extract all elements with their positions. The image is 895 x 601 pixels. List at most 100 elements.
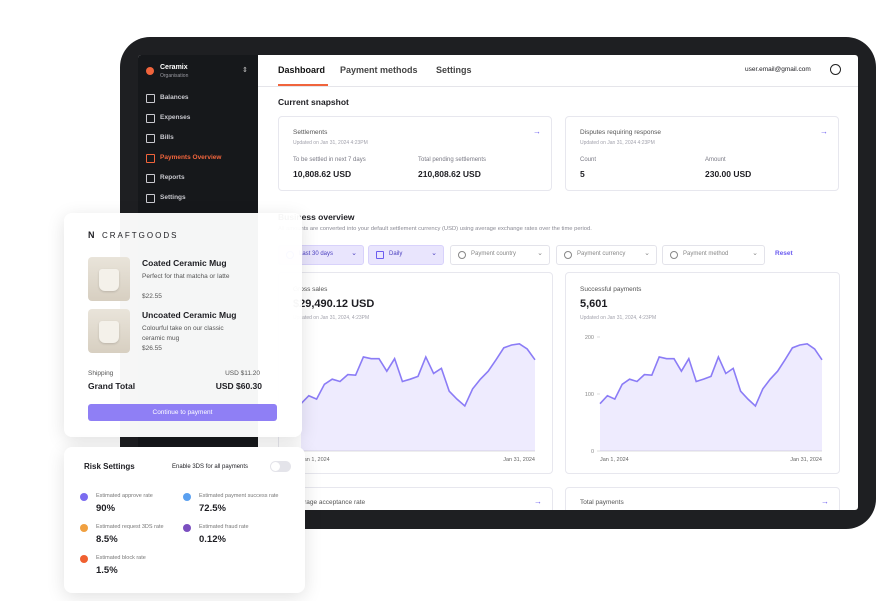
tab[interactable]: Settings xyxy=(436,65,472,75)
chart: Jan 1, 2024 Jan 31, 2024 xyxy=(300,343,536,463)
product-image xyxy=(88,257,130,301)
card-arrow[interactable]: → xyxy=(534,497,542,506)
product-name: Coated Ceramic Mug xyxy=(142,258,227,268)
brand-logo: N xyxy=(88,230,95,240)
card-updated: Updated on Jan 31, 2024 4:23PM xyxy=(293,140,368,146)
metric-label: Estimated block rate xyxy=(96,555,146,561)
card-arrow[interactable]: → xyxy=(821,497,829,506)
area xyxy=(301,343,535,451)
product-price: $26.55 xyxy=(142,345,162,352)
mug xyxy=(99,269,119,291)
filter-icon xyxy=(670,251,678,259)
filter-icon xyxy=(564,251,572,259)
reset[interactable]: Reset xyxy=(775,250,793,257)
chart: 0 100 200 Jan 1, 2024 Jan 31, 2024 xyxy=(585,335,823,463)
filter[interactable]: Payment currency ⌄ xyxy=(556,245,657,265)
nav-icon[interactable] xyxy=(146,134,155,143)
avatar[interactable] xyxy=(830,64,841,75)
mug xyxy=(99,321,119,343)
field-label: To be settled in next 7 days xyxy=(293,157,366,163)
pay-button[interactable]: Continue to payment xyxy=(88,404,277,421)
metric-icon xyxy=(80,555,88,563)
org-dot xyxy=(146,67,154,75)
card-title: Settlements xyxy=(293,129,328,136)
field-value: 230.00 USD xyxy=(705,169,752,179)
card-title: Disputes requiring response xyxy=(580,129,661,136)
tab-bar-line xyxy=(258,86,858,87)
bottom-card-title: Total payments xyxy=(580,499,624,506)
chart-headline: $29,490.12 USD xyxy=(293,298,375,310)
filter-label: Payment country xyxy=(471,251,517,257)
filter-label: Payment currency xyxy=(577,251,626,257)
filter-caret: ⌄ xyxy=(752,250,758,257)
toggle[interactable] xyxy=(270,461,291,472)
chart-title: Successful payments xyxy=(580,286,642,293)
org-name: Ceramix xyxy=(160,64,188,71)
overview-description: All amounts are converted into your defa… xyxy=(278,226,592,232)
nav-icon[interactable] xyxy=(146,194,155,203)
nav-item[interactable]: Bills xyxy=(160,134,174,141)
chart-card: Gross sales $29,490.12 USD Updated on Jan … xyxy=(278,272,553,474)
field-label: Total pending settlements xyxy=(418,157,487,163)
snapshot-card: Disputes requiring response Updated on Ja… xyxy=(565,116,839,191)
shipping-label: Shipping xyxy=(88,370,114,377)
nav-icon[interactable] xyxy=(146,114,155,123)
filter-caret: ⌄ xyxy=(537,250,543,257)
overview-title: Business overview xyxy=(278,212,355,222)
org-switch[interactable]: ⇕ xyxy=(242,67,248,74)
total-label: Grand Total xyxy=(88,381,136,391)
risk-card: Risk Settings Enable 3DS for all payment… xyxy=(64,447,305,593)
risk-title: Risk Settings xyxy=(84,462,135,471)
metric-value: 8.5% xyxy=(96,534,118,545)
snapshot-card: Settlements Updated on Jan 31, 2024 4:23P… xyxy=(278,116,552,191)
nav-item[interactable]: Reports xyxy=(160,174,185,181)
nav-icon[interactable] xyxy=(146,174,155,183)
filter[interactable]: Daily ⌄ xyxy=(368,245,444,265)
nav-icon[interactable] xyxy=(146,154,155,163)
tab[interactable]: Payment methods xyxy=(340,65,418,75)
filter[interactable]: Payment method ⌄ xyxy=(662,245,765,265)
field-value: 5 xyxy=(580,169,585,179)
cart-card: N CRAFTGOODS Shipping USD $11.20 Grand T… xyxy=(64,213,302,437)
product-name: Uncoated Ceramic Mug xyxy=(142,310,237,320)
filter-icon xyxy=(376,251,384,259)
total-value: USD $60.30 xyxy=(215,381,262,391)
product-description: Perfect for that matcha or latte xyxy=(142,273,230,280)
filter-label: Payment method xyxy=(683,251,729,257)
bottom-card: Total payments → xyxy=(565,487,840,510)
nav-item[interactable]: Balances xyxy=(160,94,189,101)
metric-value: 1.5% xyxy=(96,565,118,576)
field-value: 10,808.62 USD xyxy=(293,169,352,179)
metric-label: Estimated request 3DS rate xyxy=(96,524,164,530)
metric-icon xyxy=(80,524,88,532)
line xyxy=(599,343,823,408)
x-tick-label: Jan 1, 2024 xyxy=(301,457,330,463)
filter-caret: ⌄ xyxy=(431,250,437,257)
y-tick-label: 100 xyxy=(585,392,594,398)
product-image xyxy=(88,309,130,353)
nav-item[interactable]: Settings xyxy=(160,194,186,201)
filter-caret: ⌄ xyxy=(351,250,357,257)
metric-value: 90% xyxy=(96,503,116,514)
y-tick-label: 200 xyxy=(585,335,594,341)
org-sub: Organisation xyxy=(160,73,189,79)
nav-item[interactable]: Payments Overview xyxy=(160,154,222,161)
tab[interactable]: Dashboard xyxy=(278,65,326,75)
nav-icon[interactable] xyxy=(146,94,155,103)
filter-label: Daily xyxy=(389,251,403,257)
filter[interactable]: Payment country ⌄ xyxy=(450,245,550,265)
nav-item[interactable]: Expenses xyxy=(160,114,191,121)
toggle-label: Enable 3DS for all payments xyxy=(172,464,249,470)
metric-icon xyxy=(183,493,191,501)
metric-icon xyxy=(183,524,191,532)
card-arrow[interactable]: → xyxy=(533,127,541,136)
metric-label: Estimated fraud rate xyxy=(199,524,249,530)
metric-label: Estimated approve rate xyxy=(96,493,153,499)
chart-updated: Updated on Jan 31, 2024, 4:23PM xyxy=(293,315,370,321)
chart-title: Gross sales xyxy=(293,286,328,293)
metric-icon xyxy=(80,493,88,501)
filter-icon xyxy=(458,251,466,259)
card-arrow[interactable]: → xyxy=(820,127,828,136)
bottom-card-title: Average acceptance rate xyxy=(293,499,366,506)
